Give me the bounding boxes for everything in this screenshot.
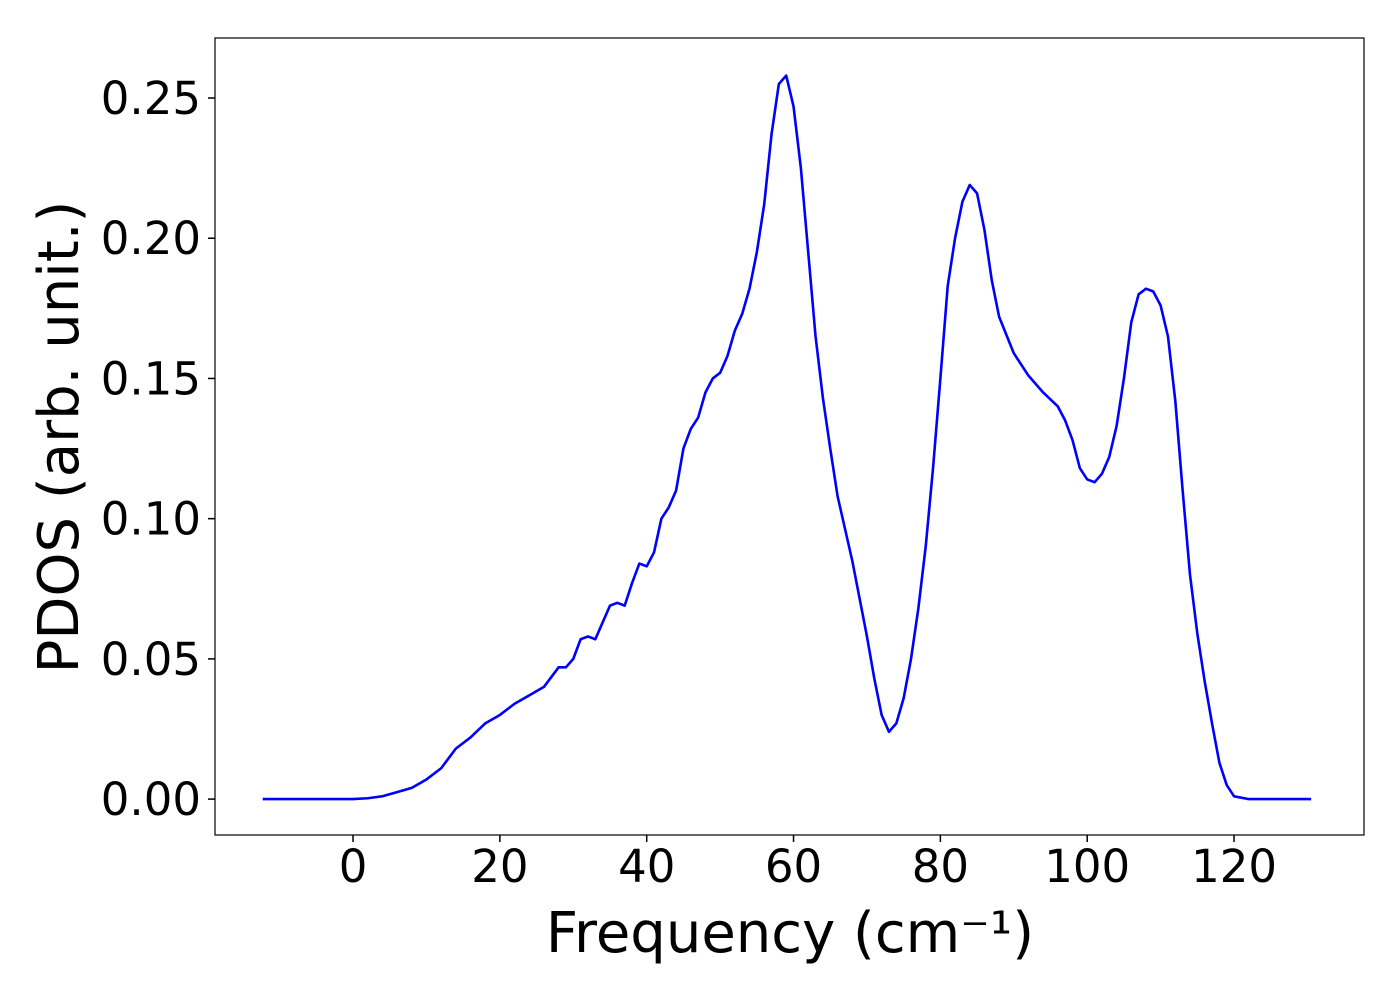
y-tick-label: 0.05 xyxy=(101,633,201,686)
plot-frame xyxy=(214,37,1365,836)
x-tick-label: 100 xyxy=(1044,840,1130,893)
x-tick-label: 0 xyxy=(339,840,368,893)
y-tick-label: 0.15 xyxy=(101,352,201,405)
y-tick-label: 0.00 xyxy=(101,773,201,826)
x-tick-label: 120 xyxy=(1191,840,1277,893)
x-tick-label: 20 xyxy=(471,840,528,893)
x-tick-label: 80 xyxy=(912,840,969,893)
y-axis-label: PDOS (arb. unit.) xyxy=(27,201,92,674)
x-tick-label: 60 xyxy=(765,840,822,893)
line-series xyxy=(262,74,1312,801)
y-tick-label: 0.20 xyxy=(101,212,201,265)
y-tick-label: 0.10 xyxy=(101,493,201,546)
x-tick-label: 40 xyxy=(618,840,675,893)
y-tick-label: 0.25 xyxy=(101,72,201,125)
x-axis-label: Frequency (cm⁻¹) xyxy=(546,901,1034,966)
